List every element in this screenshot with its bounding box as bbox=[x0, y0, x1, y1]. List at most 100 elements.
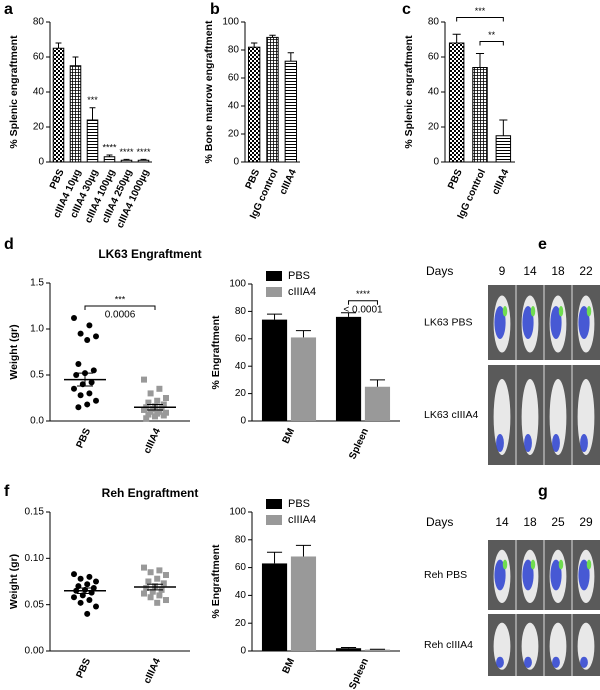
y-tick-label: 0 bbox=[240, 646, 246, 657]
sem-bar bbox=[147, 583, 163, 591]
row-label: Reh PBS bbox=[424, 569, 467, 581]
data-point bbox=[86, 573, 93, 580]
y-tick-label: 40 bbox=[235, 590, 247, 601]
y-tick-label: 20 bbox=[235, 618, 247, 629]
x-tick-label: PBS bbox=[446, 167, 465, 191]
signal bbox=[586, 559, 592, 570]
signal bbox=[586, 306, 592, 317]
data-point bbox=[75, 360, 82, 367]
bar bbox=[69, 65, 82, 163]
data-point bbox=[77, 575, 84, 582]
signal bbox=[502, 306, 508, 317]
data-point bbox=[156, 592, 163, 599]
bar bbox=[290, 556, 317, 651]
signal bbox=[550, 306, 562, 339]
legend-label: PBS bbox=[288, 270, 310, 282]
y-tick-label: 20 bbox=[228, 129, 240, 140]
data-point bbox=[156, 385, 163, 392]
y-tick-label: 60 bbox=[235, 333, 247, 344]
y-tick-label: 40 bbox=[228, 101, 240, 112]
y-tick-label: 0 bbox=[240, 416, 246, 427]
data-point bbox=[160, 401, 167, 408]
data-point bbox=[84, 610, 91, 617]
y-tick-label: 0.00 bbox=[25, 646, 45, 657]
x-tick-label: cIIIA4 bbox=[142, 656, 163, 685]
significance-label: *** bbox=[475, 6, 486, 16]
signal bbox=[496, 656, 504, 668]
y-tick-label: 100 bbox=[222, 17, 239, 28]
error-bar bbox=[287, 52, 295, 62]
panel-label: f bbox=[4, 483, 10, 500]
error-bar bbox=[72, 56, 79, 66]
data-point bbox=[88, 379, 95, 386]
error-bar bbox=[250, 42, 258, 48]
day-label: 14 bbox=[495, 515, 509, 529]
error-bar bbox=[55, 42, 62, 49]
panel-label: b bbox=[210, 1, 220, 18]
error-bar bbox=[89, 107, 96, 120]
error-bar bbox=[106, 154, 113, 157]
x-tick-label: PBS bbox=[74, 426, 93, 450]
legend-label: PBS bbox=[288, 498, 310, 510]
data-point bbox=[77, 392, 84, 399]
bar bbox=[137, 159, 150, 163]
panel-label: a bbox=[4, 1, 13, 18]
bar bbox=[261, 319, 288, 421]
data-point bbox=[141, 376, 147, 383]
error-bar bbox=[266, 313, 283, 320]
error-bar bbox=[295, 544, 312, 557]
data-point bbox=[158, 405, 165, 412]
error-bar bbox=[369, 379, 386, 387]
data-point bbox=[86, 390, 93, 397]
y-tick-label: 0 bbox=[38, 157, 44, 168]
day-label: 25 bbox=[551, 515, 565, 529]
bar bbox=[290, 337, 317, 421]
data-point bbox=[71, 314, 77, 321]
bracket bbox=[479, 41, 504, 46]
y-tick-label: 20 bbox=[428, 122, 440, 133]
panel-label: d bbox=[4, 236, 14, 253]
y-tick-label: 60 bbox=[428, 52, 440, 63]
data-point bbox=[160, 580, 167, 587]
data-point bbox=[147, 569, 154, 576]
signal bbox=[578, 306, 590, 339]
sem-bar bbox=[77, 587, 93, 595]
row-label: LK63 cIIIA4 bbox=[424, 409, 478, 421]
data-point bbox=[145, 411, 152, 418]
error-bar bbox=[140, 158, 147, 161]
y-tick-label: 60 bbox=[228, 73, 240, 84]
chart-title: Reh Engraftment bbox=[102, 486, 199, 500]
signal bbox=[580, 656, 588, 668]
error-bar bbox=[295, 330, 312, 338]
data-point bbox=[77, 330, 84, 337]
data-point bbox=[149, 588, 156, 595]
signal bbox=[578, 559, 590, 591]
data-point bbox=[163, 597, 169, 604]
bracket bbox=[84, 305, 156, 310]
data-point bbox=[86, 597, 93, 604]
x-tick-label: Spleen bbox=[347, 427, 371, 461]
y-tick-label: 40 bbox=[428, 87, 440, 98]
legend-swatch bbox=[266, 271, 282, 281]
day-label: 22 bbox=[579, 264, 593, 278]
significance-label: ** bbox=[488, 30, 496, 40]
data-point bbox=[160, 412, 167, 419]
error-bar bbox=[266, 551, 283, 564]
signal bbox=[558, 306, 564, 317]
y-axis-label: Weight (gr) bbox=[8, 554, 20, 609]
data-point bbox=[147, 594, 154, 601]
signal bbox=[522, 559, 534, 591]
data-point bbox=[141, 406, 147, 413]
data-point bbox=[93, 397, 99, 404]
signal bbox=[494, 306, 506, 339]
significance-label: **** bbox=[119, 147, 134, 157]
x-tick-label: cIIIA4 bbox=[142, 426, 163, 455]
y-axis-label: % Bone marrow engraftment bbox=[203, 20, 215, 163]
panel-label: g bbox=[538, 483, 548, 500]
signal bbox=[530, 559, 536, 570]
p-value: 0.0006 bbox=[105, 310, 136, 321]
signal bbox=[496, 434, 504, 452]
data-point bbox=[71, 385, 77, 392]
bar bbox=[266, 36, 279, 163]
y-tick-label: 1.0 bbox=[30, 324, 44, 335]
